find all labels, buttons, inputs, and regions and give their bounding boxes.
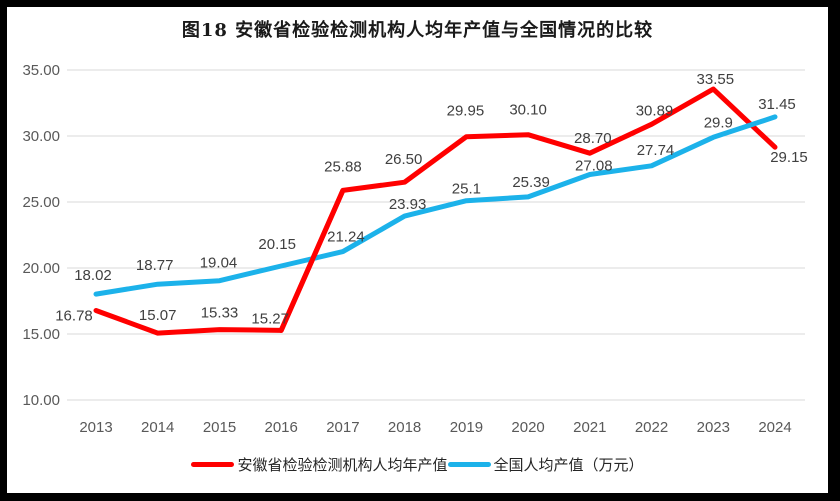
data-label: 21.24 <box>327 229 365 246</box>
data-label: 16.78 <box>55 308 93 325</box>
data-label: 18.77 <box>136 257 174 274</box>
line-chart: 10.00 15.00 20.00 25.00 30.00 35.00 2013 2014 20… <box>22 62 808 436</box>
data-label: 33.55 <box>697 71 735 88</box>
data-label: 15.27 <box>251 310 289 327</box>
data-label: 26.50 <box>385 151 423 168</box>
y-tick-label: 30.00 <box>22 128 60 145</box>
data-label: 30.10 <box>509 102 547 119</box>
chart-title: 图18 安徽省检验检测机构人均年产值与全国情况的比较 <box>181 20 654 41</box>
x-tick-label: 2024 <box>758 419 791 436</box>
legend-item-anhui: 安徽省检验检测机构人均年产值 <box>191 454 448 475</box>
legend-swatch-anhui <box>191 462 235 467</box>
legend: 安徽省检验检测机构人均年产值 全国人均产值（万元） <box>7 454 828 475</box>
data-label: 29.9 <box>704 114 733 131</box>
series-line-0 <box>93 86 778 336</box>
x-tick-label: 2019 <box>450 419 483 436</box>
y-tick-label: 15.00 <box>22 326 60 343</box>
y-tick-label: 35.00 <box>22 62 60 79</box>
x-tick-label: 2020 <box>511 419 544 436</box>
legend-swatch-national <box>447 462 491 467</box>
data-label: 27.74 <box>637 142 675 159</box>
x-tick-label: 2023 <box>697 419 730 436</box>
overlay-segment <box>278 187 346 333</box>
data-label: 18.02 <box>74 267 112 284</box>
x-tick-label: 2016 <box>265 419 298 436</box>
data-label: 25.39 <box>512 174 550 191</box>
data-label: 30.89 <box>636 102 674 119</box>
data-label: 31.45 <box>758 96 796 113</box>
legend-label-anhui: 安徽省检验检测机构人均年产值 <box>237 457 448 474</box>
data-label: 25.88 <box>324 158 362 175</box>
data-label: 28.70 <box>574 130 612 147</box>
legend-label-national: 全国人均产值（万元） <box>493 457 644 474</box>
x-tick-label: 2017 <box>326 419 359 436</box>
data-label: 15.33 <box>201 305 239 322</box>
x-tick-label: 2022 <box>635 419 668 436</box>
series-line-1 <box>93 114 778 297</box>
y-tick-label: 10.00 <box>22 392 60 409</box>
x-tick-label: 2018 <box>388 419 421 436</box>
data-label: 29.95 <box>447 103 485 120</box>
x-tick-label: 2014 <box>141 419 174 436</box>
x-tick-label: 2015 <box>203 419 236 436</box>
y-tick-label: 20.00 <box>22 260 60 277</box>
data-label: 23.93 <box>389 196 427 213</box>
data-label: 25.1 <box>452 181 481 198</box>
x-tick-label: 2021 <box>573 419 606 436</box>
data-label: 27.08 <box>575 158 613 175</box>
chart-surface: 图18 安徽省检验检测机构人均年产值与全国情况的比较 10.00 15.00 20.… <box>7 7 828 493</box>
legend-item-national: 全国人均产值（万元） <box>447 454 644 475</box>
y-tick-label: 25.00 <box>22 194 60 211</box>
data-label: 15.07 <box>139 307 177 324</box>
data-label: 20.15 <box>258 236 296 253</box>
data-label: 19.04 <box>200 255 238 272</box>
data-label: 29.15 <box>770 149 808 166</box>
x-tick-label: 2013 <box>79 419 112 436</box>
